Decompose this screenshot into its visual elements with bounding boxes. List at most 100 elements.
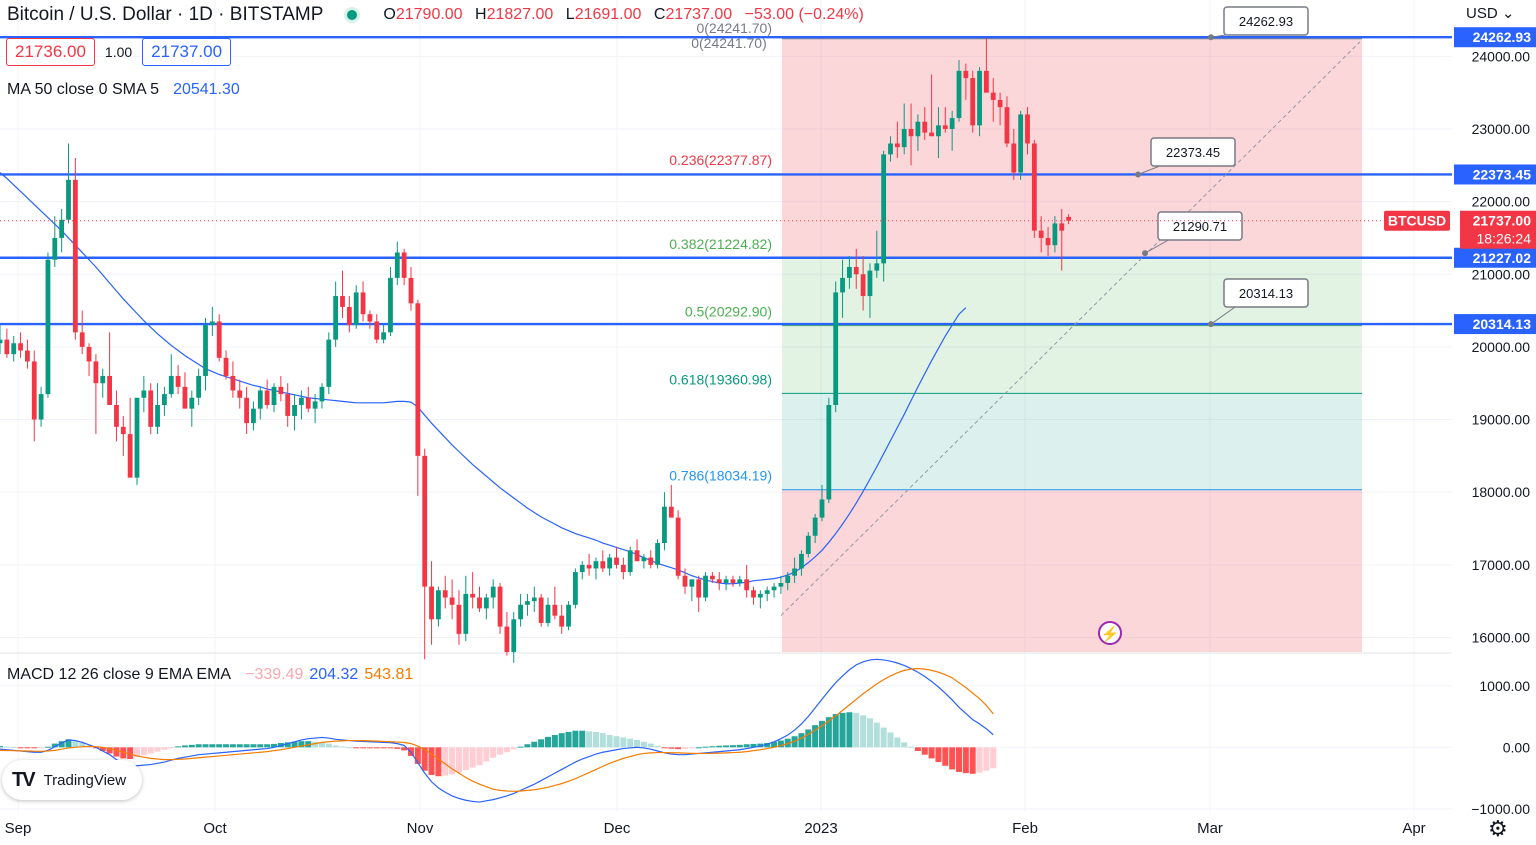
macd-histogram-bar bbox=[956, 747, 962, 772]
macd-histogram-bar bbox=[366, 747, 373, 749]
buy-button[interactable]: 21737.00 bbox=[142, 38, 232, 66]
candle-body bbox=[922, 121, 928, 133]
macd-histogram-bar bbox=[798, 733, 805, 748]
candle-body bbox=[381, 332, 386, 340]
candle-body bbox=[79, 332, 85, 347]
macd-histogram-bar bbox=[10, 747, 17, 748]
macd-histogram-bar bbox=[476, 747, 483, 766]
candle-body bbox=[463, 593, 469, 634]
callout-pointer bbox=[1210, 304, 1239, 325]
macd-histogram-bar bbox=[99, 747, 106, 751]
symbol-title[interactable]: Bitcoin / U.S. Dollar · 1D · BITSTAMP bbox=[7, 4, 324, 25]
candle-body bbox=[18, 343, 23, 351]
macd-histogram-bar bbox=[414, 747, 421, 764]
macd-histogram-bar bbox=[428, 747, 435, 775]
candle-body bbox=[949, 118, 955, 129]
candle-body bbox=[66, 179, 71, 220]
sell-button[interactable]: 21736.00 bbox=[6, 38, 95, 66]
macd-histogram-bar bbox=[483, 747, 490, 762]
macd-histogram-bar bbox=[777, 740, 784, 748]
macd-histogram-bar bbox=[558, 733, 565, 748]
candle-body bbox=[710, 575, 715, 580]
ma-legend-label: MA 50 close 0 SMA 5 bbox=[7, 81, 160, 98]
macd-histogram-bar bbox=[606, 735, 613, 748]
candle-body bbox=[744, 579, 750, 591]
candle-body bbox=[730, 579, 736, 583]
candle-body bbox=[573, 572, 578, 605]
callout-anchor bbox=[1208, 34, 1214, 41]
candle-body bbox=[799, 553, 804, 569]
high-label: H bbox=[475, 6, 487, 23]
fib-zone bbox=[782, 325, 1362, 394]
price-axis-bg bbox=[1452, 0, 1536, 812]
candle-body bbox=[374, 321, 380, 340]
macd-histogram-bar bbox=[654, 745, 661, 748]
macd-histogram-bar bbox=[538, 739, 545, 748]
macd-legend[interactable]: MACD 12 26 close 9 EMA EMA −339.49 204.32 5… bbox=[7, 666, 413, 684]
candle-body bbox=[819, 499, 825, 518]
candle-body bbox=[531, 597, 537, 602]
tradingview-logo[interactable]: TV TradingView bbox=[2, 760, 142, 800]
macd-tick-label: 0.00 bbox=[1503, 739, 1530, 755]
macd-line bbox=[0, 658, 994, 803]
macd-histogram-bar bbox=[873, 722, 880, 748]
macd-histogram-bar bbox=[709, 746, 716, 748]
hline-price-tag bbox=[1454, 247, 1536, 268]
candle-body bbox=[936, 125, 941, 137]
callout-box bbox=[1223, 6, 1309, 36]
candle-body bbox=[120, 426, 126, 435]
trend-line bbox=[780, 41, 1361, 617]
currency-selector[interactable]: USD ⌄ bbox=[1466, 4, 1514, 22]
hline-price-label: 24262.93 bbox=[1473, 29, 1532, 45]
fib-zone bbox=[782, 489, 1362, 652]
ma-legend[interactable]: MA 50 close 0 SMA 5 20541.30 bbox=[7, 81, 240, 99]
macd-histogram-bar bbox=[223, 744, 230, 748]
lightning-icon[interactable]: ⚡ bbox=[1098, 621, 1122, 645]
candle-body bbox=[189, 397, 195, 409]
candle-body bbox=[559, 615, 565, 627]
fibonacci-retracement: 0(24241.70) 0.236(22377.87) 0.382(21224.82… bbox=[669, 20, 1362, 652]
candle-body bbox=[723, 579, 729, 583]
macd-histogram-bar bbox=[373, 747, 380, 749]
macd-histogram-bar bbox=[825, 717, 832, 748]
macd-histogram-bar bbox=[723, 745, 730, 748]
macd-histogram-bar bbox=[236, 744, 243, 748]
candle-body bbox=[456, 604, 462, 634]
time-tick-label: 2023 bbox=[804, 820, 837, 837]
gear-icon[interactable]: ⚙ bbox=[1488, 816, 1508, 841]
macd-histogram-bar bbox=[812, 725, 819, 748]
candle-body bbox=[114, 405, 119, 427]
price-tick-label: 21000.00 bbox=[1472, 266, 1531, 282]
macd-histogram-bar bbox=[3, 746, 10, 748]
macd-histogram-bar bbox=[497, 747, 504, 755]
hline-price-label: 20314.13 bbox=[1473, 316, 1532, 332]
macd-histogram-bar bbox=[949, 747, 956, 770]
macd-histogram-bar bbox=[647, 743, 654, 748]
macd-histogram-bar bbox=[743, 744, 750, 748]
candle-body bbox=[72, 179, 78, 333]
candle-body bbox=[271, 386, 277, 406]
candle-body bbox=[963, 70, 969, 79]
candle-body bbox=[312, 401, 318, 409]
symbol-tag-label: BTCUSD bbox=[1388, 213, 1446, 229]
candle-body bbox=[785, 575, 791, 583]
macd-histogram-bar bbox=[983, 747, 990, 771]
price-tick-label: 20000.00 bbox=[1472, 339, 1531, 355]
macd-histogram-bar bbox=[914, 747, 921, 751]
macd-histogram-bar bbox=[962, 747, 969, 774]
macd-histogram-bar bbox=[271, 743, 277, 748]
macd-histogram-bar bbox=[771, 741, 778, 748]
candle-body bbox=[792, 568, 797, 576]
macd-histogram-bar bbox=[675, 747, 682, 750]
candle-body bbox=[257, 390, 263, 409]
macd-histogram-bar bbox=[928, 747, 935, 759]
candle-body bbox=[429, 586, 434, 620]
macd-histogram-bar bbox=[325, 743, 332, 748]
macd-histogram-bar bbox=[58, 741, 65, 748]
candle-body bbox=[442, 590, 448, 598]
candle-body bbox=[675, 517, 681, 576]
callout-box bbox=[1157, 211, 1243, 241]
macd-histogram-bar bbox=[387, 747, 394, 749]
candle-body bbox=[511, 619, 517, 652]
